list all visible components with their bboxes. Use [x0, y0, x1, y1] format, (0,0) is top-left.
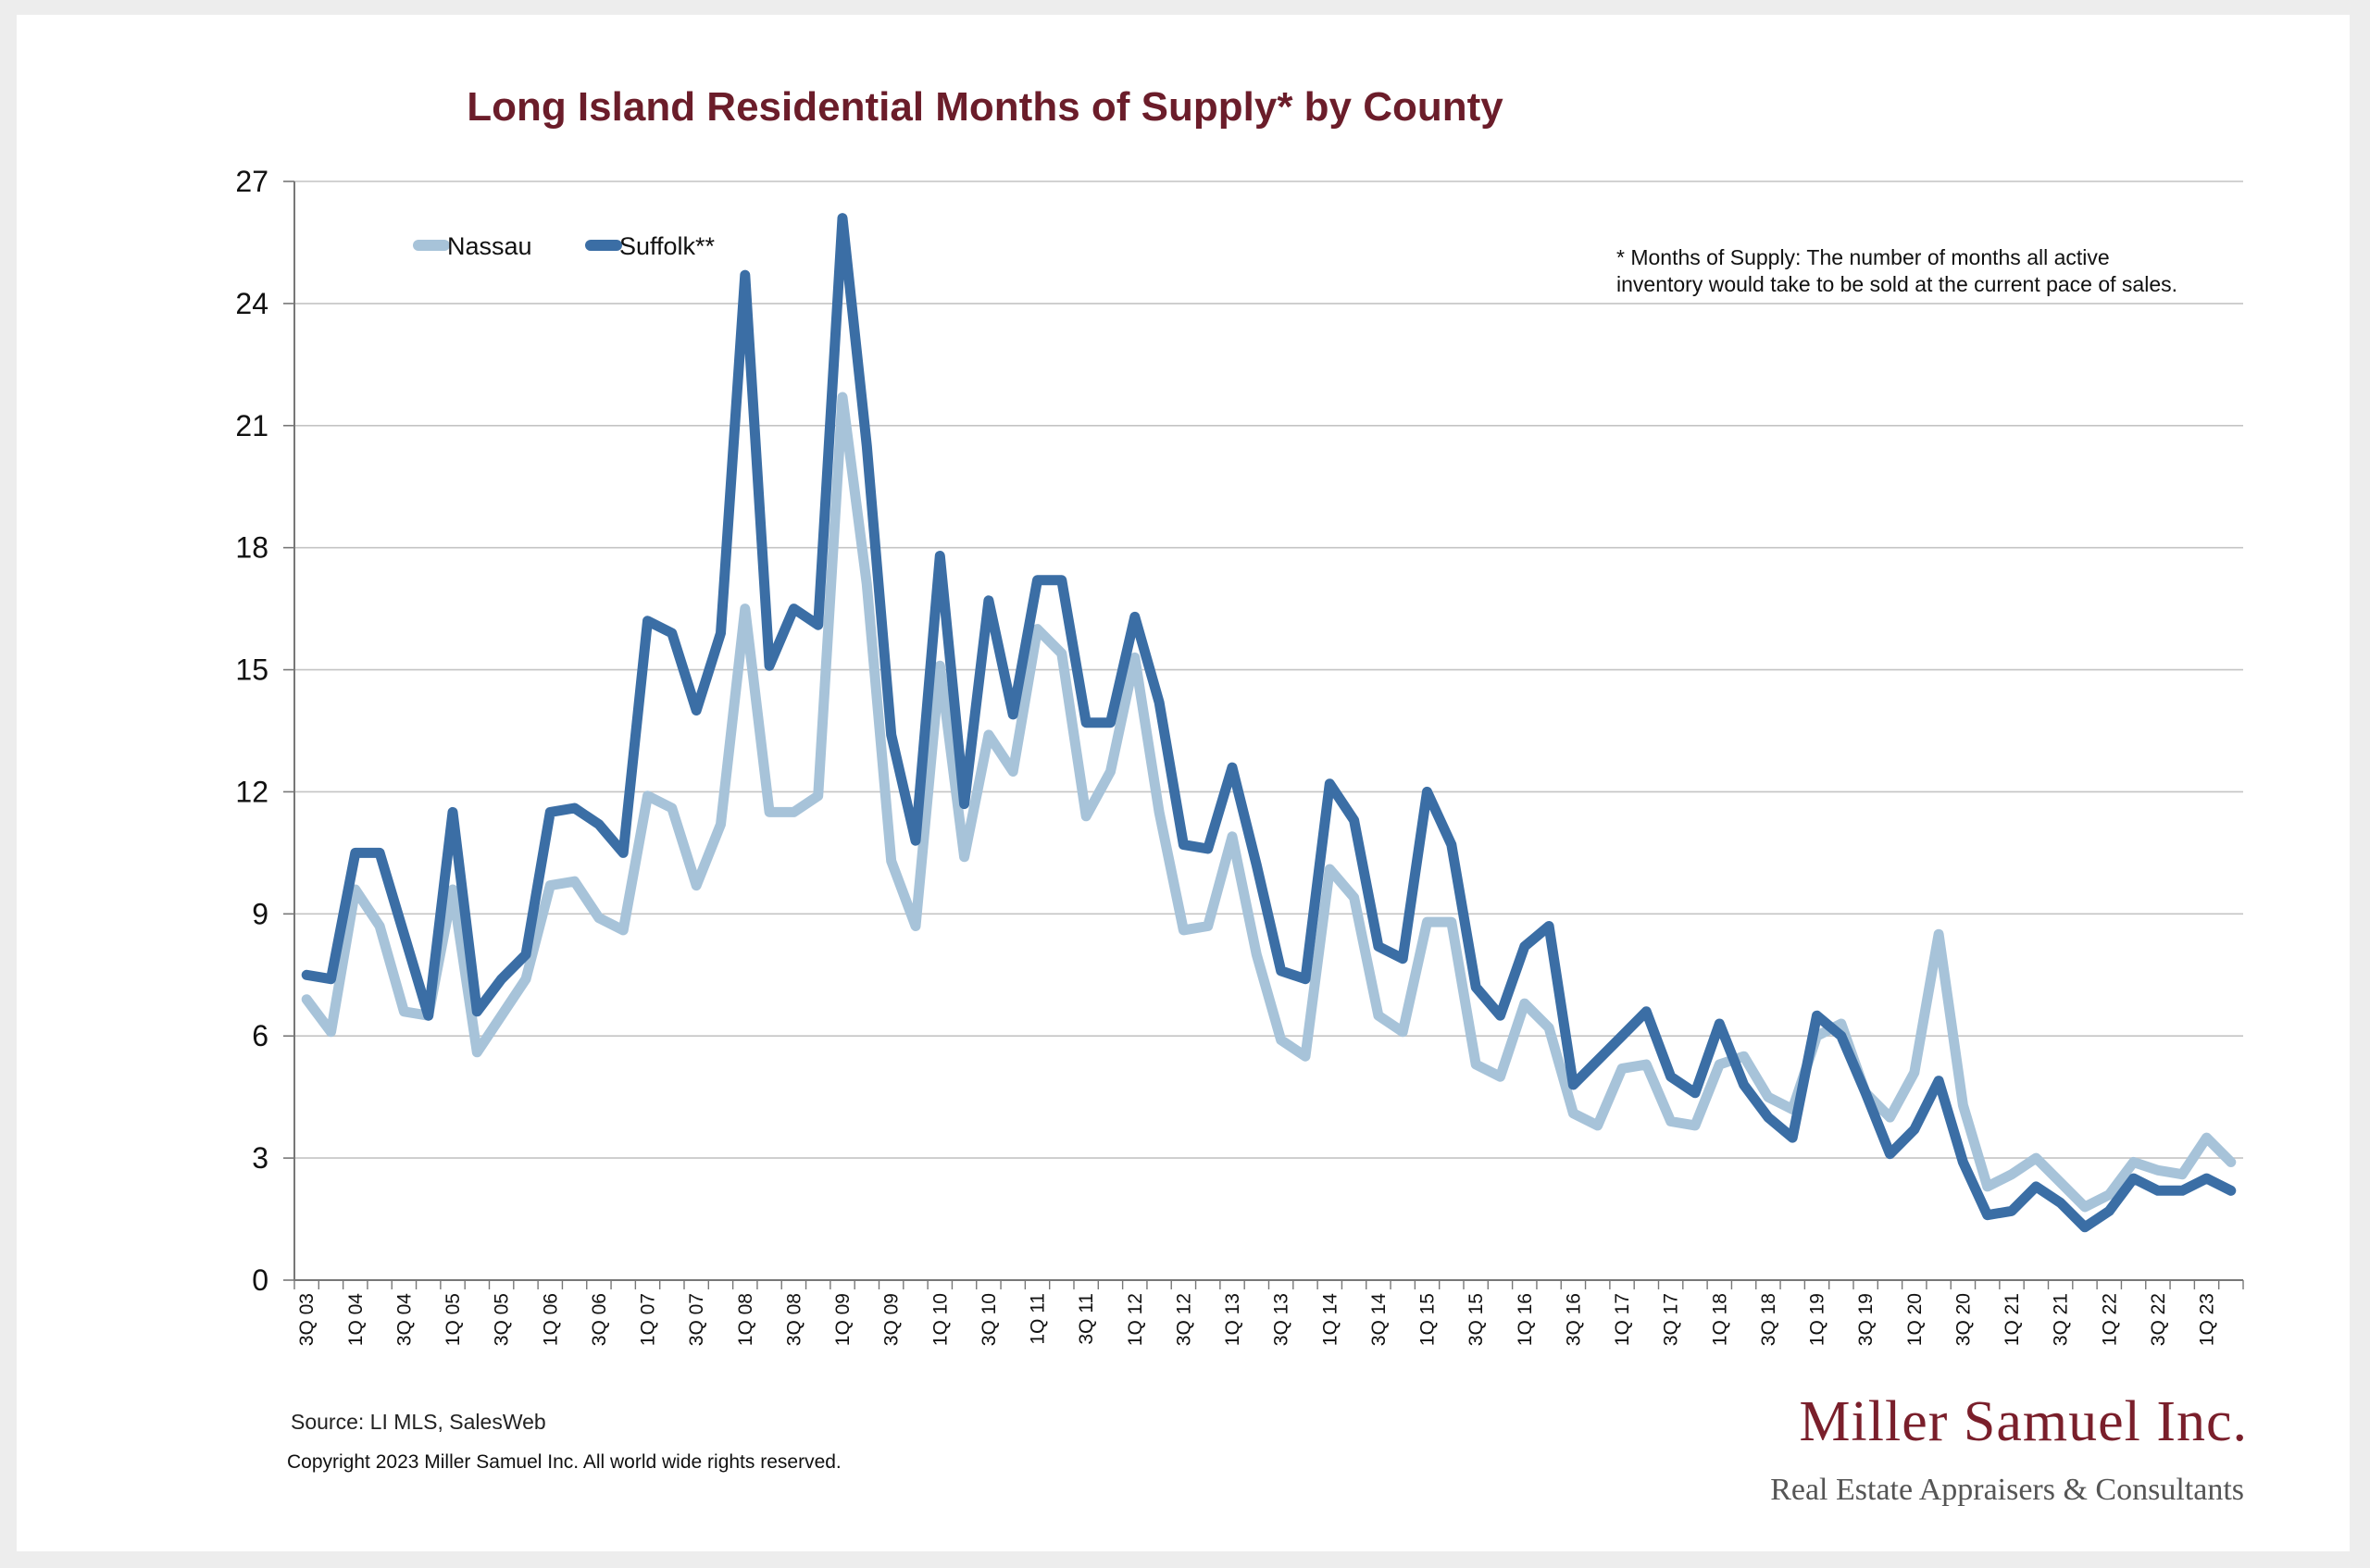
logo-wordmark: Miller Samuel Inc. — [1799, 1390, 2248, 1453]
x-tick-label: 3Q 04 — [393, 1293, 415, 1347]
x-tick-label: 1Q 20 — [1904, 1293, 1926, 1346]
y-tick-label: 0 — [252, 1263, 268, 1297]
x-tick-label: 1Q 21 — [2002, 1293, 2023, 1346]
x-axis: 3Q 03 1Q 04 3Q 04 1Q 05 3Q 05 1Q 06 3Q 06 1Q 07… — [293, 1280, 2244, 1347]
x-tick-label: 3Q 13 — [1271, 1293, 1292, 1346]
x-tick-label: 3Q 08 — [783, 1293, 805, 1346]
x-tick-label: 3Q 14 — [1368, 1293, 1390, 1347]
x-tick-label: 3Q 11 — [1076, 1293, 1097, 1345]
legend-label-suffolk: Suffolk** — [619, 232, 716, 260]
x-tick-label: 3Q 17 — [1661, 1293, 1682, 1346]
chart-title: Long Island Residential Months of Supply… — [467, 84, 1503, 130]
x-tick-label: 3Q 03 — [296, 1293, 318, 1346]
x-tick-label: 3Q 05 — [492, 1293, 513, 1346]
logo-tagline: Real Estate Appraisers & Consultants — [1770, 1473, 2244, 1507]
x-tick-label: 3Q 15 — [1466, 1293, 1487, 1346]
x-tick-label: 1Q 05 — [443, 1293, 464, 1346]
y-tick-label: 15 — [235, 653, 268, 687]
y-tick-label: 21 — [235, 409, 268, 442]
x-tick-label: 1Q 06 — [540, 1293, 561, 1346]
x-tick-label: 1Q 22 — [2099, 1293, 2120, 1346]
x-tick-label: 1Q 09 — [832, 1293, 854, 1346]
footnote-line-1: * Months of Supply: The number of months… — [1616, 245, 2110, 269]
gridlines — [294, 180, 2243, 1281]
legend-label-nassau: Nassau — [447, 232, 532, 260]
x-tick-label: 3Q 16 — [1563, 1293, 1584, 1346]
y-axis: 0 3 6 9 12 15 18 21 24 27 — [235, 165, 295, 1297]
x-tick-label: 1Q 11 — [1028, 1293, 1049, 1345]
company-logo: Miller Samuel Inc. Real Estate Appraiser… — [1770, 1390, 2248, 1507]
x-tick-label: 3Q 06 — [589, 1293, 610, 1346]
y-tick-label: 6 — [252, 1019, 268, 1052]
series-lines — [301, 213, 2237, 1233]
x-tick-label: 3Q 10 — [979, 1293, 1000, 1346]
x-tick-label: 3Q 20 — [1952, 1293, 1974, 1346]
x-tick-label: 1Q 07 — [638, 1293, 659, 1346]
x-tick-label: 1Q 10 — [929, 1293, 951, 1346]
x-tick-label: 1Q 14 — [1319, 1293, 1341, 1347]
y-tick-label: 27 — [235, 165, 268, 198]
series-line-nassau — [301, 392, 2237, 1213]
x-tick-label: 1Q 16 — [1515, 1293, 1536, 1346]
y-tick-label: 3 — [252, 1141, 268, 1175]
y-tick-label: 24 — [235, 287, 268, 320]
line-chart: Long Island Residential Months of Supply… — [235, 84, 2248, 1507]
chart-frame: Long Island Residential Months of Supply… — [17, 15, 2350, 1551]
x-tick-label: 1Q 18 — [1709, 1293, 1730, 1346]
series-line-suffolk — [301, 213, 2237, 1233]
x-tick-label: 3Q 12 — [1173, 1293, 1194, 1346]
y-tick-label: 9 — [252, 897, 268, 930]
y-tick-label: 18 — [235, 531, 268, 565]
x-tick-label: 3Q 18 — [1758, 1293, 1779, 1346]
x-tick-label: 1Q 08 — [735, 1293, 756, 1346]
x-tick-label: 3Q 09 — [881, 1293, 903, 1346]
x-tick-label: 1Q 19 — [1807, 1293, 1828, 1346]
x-tick-label: 3Q 22 — [2148, 1293, 2169, 1346]
copyright-text: Copyright 2023 Miller Samuel Inc. All wo… — [287, 1451, 842, 1473]
x-tick-label: 1Q 12 — [1125, 1293, 1146, 1346]
y-tick-label: 12 — [235, 775, 268, 808]
x-tick-label: 1Q 17 — [1612, 1293, 1633, 1346]
x-tick-label: 3Q 19 — [1855, 1293, 1877, 1346]
x-tick-label: 3Q 21 — [2051, 1293, 2072, 1346]
x-tick-label: 1Q 15 — [1417, 1293, 1439, 1346]
legend: Nassau Suffolk** — [413, 232, 716, 260]
footnote-line-2: inventory would take to be sold at the c… — [1616, 272, 2177, 296]
x-tick-label: 1Q 23 — [2197, 1293, 2218, 1346]
x-tick-label: 1Q 13 — [1222, 1293, 1243, 1346]
source-text: Source: LI MLS, SalesWeb — [291, 1410, 546, 1434]
footnote: * Months of Supply: The number of months… — [1616, 245, 2177, 296]
x-tick-label: 3Q 07 — [686, 1293, 707, 1346]
x-tick-label: 1Q 04 — [345, 1293, 367, 1347]
